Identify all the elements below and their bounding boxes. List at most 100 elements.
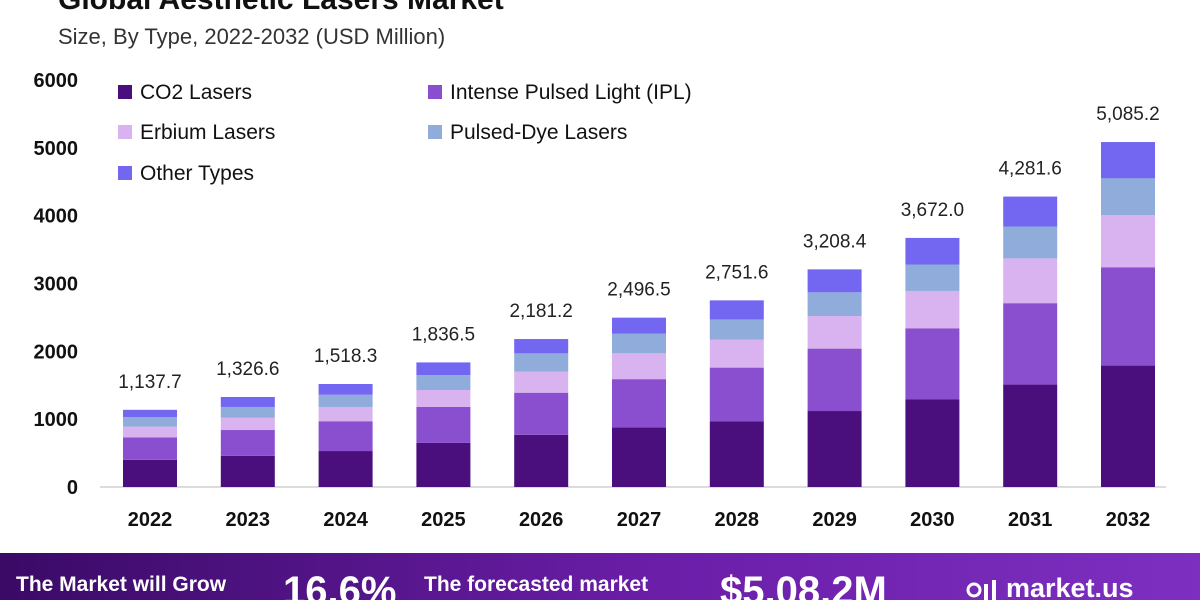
total-label-2023: 1,326.6	[216, 359, 279, 380]
bar-segment-intense-pulsed-light-ipl-2027	[612, 379, 666, 428]
bar-segment-co2-lasers-2029	[807, 411, 862, 487]
stacked-bar-chart: 0 1000 2000 3000 4000 5000 6000 1,137.7 1,326.6…	[34, 70, 1166, 531]
y-tick-label: 1000	[34, 409, 79, 431]
bar-segment-pulsed-dye-lasers-2029	[807, 292, 862, 317]
total-label-2030: 3,672.0	[901, 200, 964, 221]
bar-segment-other-types-2028	[709, 300, 764, 320]
bar-segment-other-types-2025	[416, 362, 471, 376]
y-tick-label: 4000	[34, 206, 79, 228]
x-tick-label-2030: 2030	[910, 509, 955, 531]
bar-segment-pulsed-dye-lasers-2023	[220, 406, 275, 418]
total-label-2031: 4,281.6	[998, 159, 1061, 180]
total-label-2032: 5,085.2	[1096, 104, 1159, 125]
bar-segment-intense-pulsed-light-ipl-2022	[123, 437, 177, 460]
bar-segment-pulsed-dye-lasers-2032	[1101, 178, 1155, 215]
bar-segment-intense-pulsed-light-ipl-2032	[1101, 267, 1155, 366]
x-tick-label-2029: 2029	[812, 509, 857, 531]
bar-segment-co2-lasers-2032	[1101, 365, 1155, 487]
x-tick-label-2026: 2026	[519, 509, 564, 531]
bar-segment-other-types-2023	[220, 397, 275, 407]
legend-swatch-2	[118, 125, 132, 139]
footer-forecast-text: The forecasted market	[424, 573, 649, 596]
bar-segment-erbium-lasers-2023	[220, 417, 275, 431]
bar-segment-erbium-lasers-2030	[905, 290, 960, 329]
x-tick-label-2028: 2028	[715, 509, 760, 531]
bar-segment-co2-lasers-2025	[416, 442, 471, 487]
bar-segment-co2-lasers-2031	[1003, 384, 1058, 487]
legend-label-1: Intense Pulsed Light (IPL)	[450, 81, 692, 104]
legend-swatch-1	[428, 85, 442, 99]
footer-brand: market.us	[1006, 573, 1134, 600]
bar-segment-pulsed-dye-lasers-2030	[905, 264, 960, 291]
bar-segment-co2-lasers-2026	[514, 434, 569, 487]
footer-banner: The Market will Grow 16.6% The forecaste…	[0, 553, 1200, 600]
total-label-2024: 1,518.3	[314, 346, 377, 367]
total-labels: 1,137.7 1,326.6 1,518.3 1,836.5 2,181.2 2,496…	[118, 104, 1159, 393]
y-tick-label: 5000	[34, 138, 79, 160]
bar-segment-other-types-2026	[514, 339, 569, 354]
bar-segment-co2-lasers-2027	[612, 427, 666, 487]
total-label-2028: 2,751.6	[705, 262, 768, 283]
bar-segment-intense-pulsed-light-ipl-2028	[709, 367, 764, 422]
bar-segment-pulsed-dye-lasers-2025	[416, 375, 471, 390]
bar-segment-erbium-lasers-2027	[612, 353, 666, 380]
footer-cagr: 16.6%	[283, 569, 397, 600]
x-tick-label-2022: 2022	[128, 509, 173, 531]
bar-segment-intense-pulsed-light-ipl-2023	[220, 430, 275, 456]
legend-swatch-0	[118, 85, 132, 99]
bar-segment-pulsed-dye-lasers-2027	[612, 333, 666, 354]
x-axis: 2022 2023 2024 2025 2026 2027 2028 2029 2030 2031…	[128, 509, 1151, 531]
bar-segment-other-types-2022	[123, 409, 177, 418]
chart-title: Global Aesthetic Lasers Market	[58, 0, 504, 17]
y-axis: 0 1000 2000 3000 4000 5000 6000	[34, 70, 79, 499]
legend-label-3: Pulsed-Dye Lasers	[450, 121, 627, 144]
bar-segment-intense-pulsed-light-ipl-2031	[1003, 303, 1058, 385]
bar-segment-pulsed-dye-lasers-2022	[123, 417, 177, 427]
x-tick-label-2032: 2032	[1106, 509, 1151, 531]
bar-segment-pulsed-dye-lasers-2024	[318, 394, 373, 407]
bar-segment-erbium-lasers-2032	[1101, 214, 1155, 268]
bar-segment-erbium-lasers-2025	[416, 389, 471, 407]
x-tick-label-2027: 2027	[617, 509, 662, 531]
bar-segment-pulsed-dye-lasers-2028	[709, 319, 764, 340]
bar-segment-other-types-2030	[905, 237, 960, 265]
x-tick-label-2025: 2025	[421, 509, 466, 531]
bar-segment-erbium-lasers-2022	[123, 426, 177, 438]
legend-label-2: Erbium Lasers	[140, 121, 275, 144]
market-us-logo-icon	[966, 580, 996, 600]
footer-grow-text: The Market will Grow	[16, 573, 227, 596]
x-tick-label-2031: 2031	[1008, 509, 1053, 531]
bar-segment-co2-lasers-2030	[905, 399, 960, 487]
total-label-2022: 1,137.7	[118, 372, 181, 393]
y-tick-label: 3000	[34, 274, 79, 296]
bar-segment-intense-pulsed-light-ipl-2026	[514, 392, 569, 435]
legend-swatch-3	[428, 125, 442, 139]
legend-swatch-4	[118, 166, 132, 180]
total-label-2026: 2,181.2	[509, 301, 572, 322]
bar-segment-other-types-2024	[318, 384, 373, 395]
bar-segment-intense-pulsed-light-ipl-2025	[416, 406, 471, 443]
y-tick-label: 0	[67, 477, 78, 499]
bar-segment-erbium-lasers-2031	[1003, 258, 1058, 304]
bar-segment-erbium-lasers-2029	[807, 316, 862, 349]
x-tick-label-2023: 2023	[226, 509, 271, 531]
legend: CO2 Lasers Intense Pulsed Light (IPL) Erbi…	[118, 81, 692, 185]
bar-segment-pulsed-dye-lasers-2031	[1003, 226, 1058, 259]
bar-segment-pulsed-dye-lasers-2026	[514, 353, 569, 372]
legend-label-0: CO2 Lasers	[140, 81, 252, 104]
bars	[123, 142, 1155, 487]
bar-segment-erbium-lasers-2028	[709, 339, 764, 368]
legend-label-4: Other Types	[140, 162, 254, 185]
bar-segment-erbium-lasers-2026	[514, 371, 569, 393]
bar-segment-erbium-lasers-2024	[318, 406, 373, 422]
y-tick-label: 2000	[34, 341, 79, 363]
bar-segment-co2-lasers-2028	[709, 421, 764, 487]
bar-segment-intense-pulsed-light-ipl-2024	[318, 421, 373, 452]
x-tick-label-2024: 2024	[323, 509, 368, 531]
bar-segment-other-types-2027	[612, 317, 666, 334]
bar-segment-other-types-2032	[1101, 142, 1155, 179]
chart-subtitle: Size, By Type, 2022-2032 (USD Million)	[58, 24, 446, 49]
total-label-2027: 2,496.5	[607, 280, 670, 301]
total-label-2025: 1,836.5	[412, 324, 475, 345]
y-tick-label: 6000	[34, 70, 79, 92]
